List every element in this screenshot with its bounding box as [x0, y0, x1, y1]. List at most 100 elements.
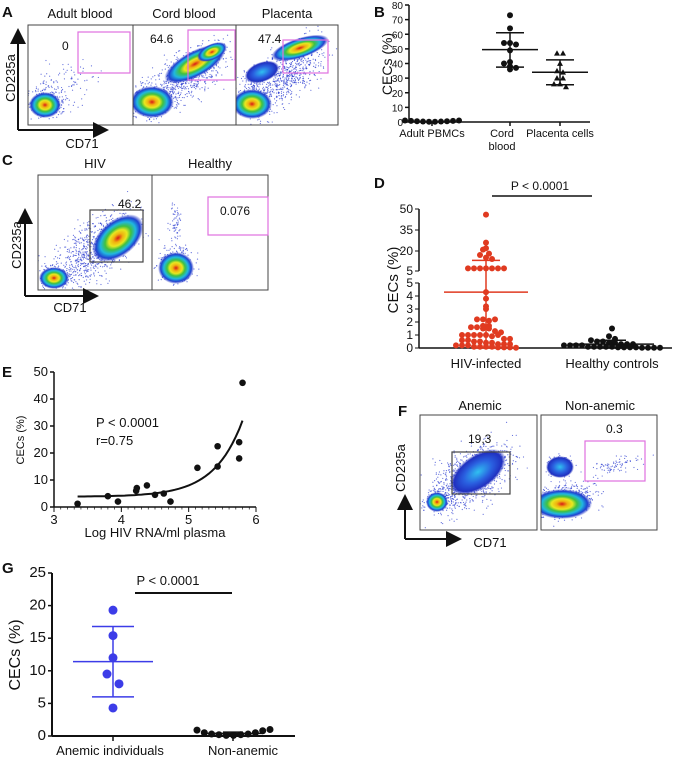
event-dot	[449, 494, 451, 496]
event-dot	[75, 271, 77, 273]
event-dot	[68, 251, 70, 253]
event-dot	[79, 225, 81, 227]
event-dot	[92, 262, 94, 264]
event-dot	[64, 293, 65, 294]
event-dot	[455, 499, 457, 502]
event-dot	[295, 62, 297, 64]
event-dot	[230, 56, 232, 58]
event-dot	[94, 225, 97, 228]
event-dot	[213, 68, 215, 70]
event-dot	[482, 513, 484, 515]
event-dot	[277, 73, 279, 75]
event-dot	[158, 239, 160, 241]
event-dot	[304, 58, 306, 60]
event-dot	[57, 86, 59, 88]
event-dot	[172, 87, 174, 89]
event-dot	[180, 85, 183, 87]
event-dot	[57, 262, 59, 264]
event-dot	[415, 500, 416, 501]
data-point	[483, 211, 489, 218]
data-point	[465, 265, 471, 272]
event-dot	[322, 67, 325, 69]
event-dot	[208, 39, 210, 42]
event-dot	[278, 71, 280, 73]
event-dot	[62, 63, 64, 66]
event-dot	[285, 68, 287, 70]
event-dot	[193, 84, 195, 86]
event-dot	[527, 504, 528, 505]
event-dot	[267, 87, 269, 90]
event-dot	[75, 250, 78, 252]
event-dot	[433, 514, 435, 516]
event-dot	[71, 287, 74, 289]
event-dot	[95, 217, 97, 219]
event-dot	[88, 224, 90, 227]
event-dot	[263, 81, 265, 84]
event-dot	[146, 120, 148, 122]
event-dot	[297, 79, 300, 81]
event-dot	[457, 502, 459, 504]
event-dot	[175, 243, 177, 245]
event-dot	[421, 500, 424, 503]
event-dot	[60, 104, 63, 106]
event-dot	[485, 488, 487, 490]
event-dot	[454, 503, 456, 506]
event-dot	[480, 448, 482, 450]
event-dot	[70, 252, 72, 254]
y-marker-label: CD235a	[9, 220, 24, 268]
event-dot	[451, 508, 453, 510]
event-dot	[304, 87, 306, 89]
event-dot	[438, 490, 440, 492]
event-dot	[447, 497, 450, 499]
event-dot	[50, 85, 53, 87]
condition-label: Healthy	[188, 156, 233, 171]
event-dot	[57, 250, 59, 252]
event-dot	[290, 65, 292, 68]
event-dot	[167, 228, 169, 230]
event-dot	[40, 90, 42, 92]
event-dot	[293, 79, 295, 81]
event-dot	[174, 227, 176, 229]
event-dot	[41, 89, 43, 92]
event-dot	[91, 231, 93, 233]
event-dot	[181, 87, 183, 90]
event-dot	[290, 93, 292, 95]
event-dot	[83, 246, 85, 248]
event-dot	[60, 101, 63, 103]
event-dot	[283, 67, 285, 69]
event-dot	[85, 283, 87, 285]
event-dot	[291, 69, 293, 71]
event-dot	[267, 81, 269, 84]
flow-density	[152, 202, 200, 286]
event-dot	[259, 122, 261, 125]
event-dot	[153, 118, 155, 120]
event-dot	[563, 519, 566, 521]
event-dot	[464, 497, 466, 500]
event-dot	[133, 115, 135, 117]
event-dot	[176, 207, 179, 209]
event-dot	[447, 500, 450, 502]
event-dot	[196, 258, 199, 260]
event-dot	[571, 486, 573, 488]
event-dot	[86, 234, 88, 236]
event-dot	[66, 268, 68, 270]
event-dot	[285, 63, 287, 65]
event-dot	[286, 79, 289, 81]
event-dot	[175, 228, 177, 230]
event-dot	[234, 99, 235, 100]
event-dot	[292, 82, 294, 84]
panel-letter: B	[374, 4, 385, 21]
event-dot	[75, 274, 77, 276]
event-dot	[55, 88, 57, 91]
event-dot	[318, 53, 321, 56]
event-dot	[192, 85, 194, 87]
event-dot	[275, 85, 278, 87]
event-dot	[245, 81, 247, 83]
data-point	[167, 498, 174, 505]
data-point	[477, 343, 483, 350]
event-dot	[289, 80, 291, 82]
event-dot	[454, 496, 456, 498]
event-dot	[79, 252, 81, 254]
event-dot	[228, 99, 229, 100]
